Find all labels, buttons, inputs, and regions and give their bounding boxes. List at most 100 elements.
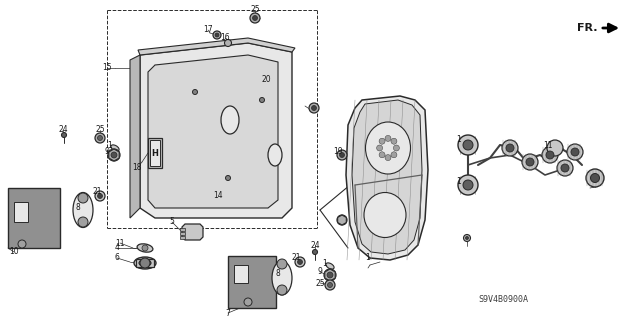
Bar <box>234 265 248 283</box>
Polygon shape <box>148 138 162 168</box>
Circle shape <box>277 259 287 269</box>
Text: 24: 24 <box>58 125 68 135</box>
Text: 19: 19 <box>333 147 343 157</box>
Text: 8: 8 <box>276 270 280 278</box>
Ellipse shape <box>139 259 151 266</box>
Text: 25: 25 <box>315 278 325 287</box>
Circle shape <box>250 13 260 23</box>
Ellipse shape <box>134 257 156 269</box>
Text: 1: 1 <box>323 258 328 268</box>
Bar <box>136 259 154 267</box>
Ellipse shape <box>221 106 239 134</box>
Circle shape <box>458 175 478 195</box>
Polygon shape <box>130 55 140 218</box>
Polygon shape <box>109 149 119 161</box>
Ellipse shape <box>326 263 334 269</box>
Circle shape <box>193 90 198 94</box>
Circle shape <box>376 145 383 151</box>
Bar <box>8 188 60 248</box>
Circle shape <box>225 40 232 47</box>
Circle shape <box>542 147 558 163</box>
Circle shape <box>391 152 397 158</box>
Circle shape <box>571 148 579 156</box>
Text: 21: 21 <box>92 188 102 197</box>
Circle shape <box>78 217 88 227</box>
Text: FR.: FR. <box>577 23 598 33</box>
Circle shape <box>213 31 221 39</box>
Circle shape <box>463 180 473 190</box>
Circle shape <box>547 140 563 156</box>
Circle shape <box>379 152 385 158</box>
Circle shape <box>253 16 257 20</box>
Text: 8: 8 <box>76 203 81 211</box>
Text: 15: 15 <box>102 63 112 72</box>
Polygon shape <box>150 140 160 166</box>
Circle shape <box>225 175 230 181</box>
Text: 11: 11 <box>115 239 125 248</box>
Circle shape <box>463 140 473 150</box>
Circle shape <box>312 106 317 110</box>
Ellipse shape <box>137 244 153 252</box>
Polygon shape <box>140 43 292 218</box>
Bar <box>180 236 185 239</box>
Text: 4: 4 <box>115 243 120 253</box>
Bar <box>180 228 185 231</box>
Text: 25: 25 <box>95 125 105 135</box>
Circle shape <box>526 158 534 166</box>
Circle shape <box>502 140 518 156</box>
Circle shape <box>391 138 397 144</box>
Circle shape <box>586 169 604 187</box>
Text: 1: 1 <box>108 140 113 150</box>
Circle shape <box>328 283 333 287</box>
Text: 20: 20 <box>261 76 271 85</box>
Text: 5: 5 <box>170 218 175 226</box>
Polygon shape <box>138 38 295 55</box>
Circle shape <box>546 151 554 159</box>
Ellipse shape <box>268 144 282 166</box>
Circle shape <box>325 280 335 290</box>
Circle shape <box>312 249 317 255</box>
Text: 1: 1 <box>365 254 371 263</box>
Circle shape <box>18 240 26 248</box>
Circle shape <box>298 259 303 264</box>
Circle shape <box>295 257 305 267</box>
Polygon shape <box>346 96 428 260</box>
Circle shape <box>259 98 264 102</box>
Ellipse shape <box>365 122 410 174</box>
Circle shape <box>95 191 105 201</box>
Circle shape <box>111 152 117 158</box>
Circle shape <box>327 272 333 278</box>
Circle shape <box>463 234 470 241</box>
Text: 16: 16 <box>220 33 230 42</box>
Circle shape <box>244 298 252 306</box>
Circle shape <box>97 136 102 140</box>
Text: 18: 18 <box>132 164 141 173</box>
Text: 21: 21 <box>291 254 301 263</box>
Circle shape <box>561 164 569 172</box>
Text: 10: 10 <box>9 248 19 256</box>
Text: 9: 9 <box>317 268 323 277</box>
Bar <box>14 202 28 222</box>
Text: 6: 6 <box>115 254 120 263</box>
Text: 9: 9 <box>104 147 109 157</box>
Circle shape <box>78 193 88 203</box>
Polygon shape <box>352 100 422 254</box>
Circle shape <box>97 194 102 198</box>
Circle shape <box>379 138 385 144</box>
Circle shape <box>506 144 514 152</box>
Circle shape <box>277 285 287 295</box>
Circle shape <box>95 133 105 143</box>
Polygon shape <box>182 224 203 240</box>
Circle shape <box>324 269 336 281</box>
Polygon shape <box>338 215 346 225</box>
Text: 14: 14 <box>213 190 223 199</box>
Circle shape <box>522 154 538 170</box>
Text: S9V4B0900A: S9V4B0900A <box>478 295 528 304</box>
Circle shape <box>215 33 219 37</box>
Ellipse shape <box>73 192 93 227</box>
Circle shape <box>337 150 347 160</box>
Text: 11: 11 <box>543 140 553 150</box>
Circle shape <box>385 155 391 160</box>
Text: 25: 25 <box>250 5 260 14</box>
Text: 1: 1 <box>456 136 461 145</box>
